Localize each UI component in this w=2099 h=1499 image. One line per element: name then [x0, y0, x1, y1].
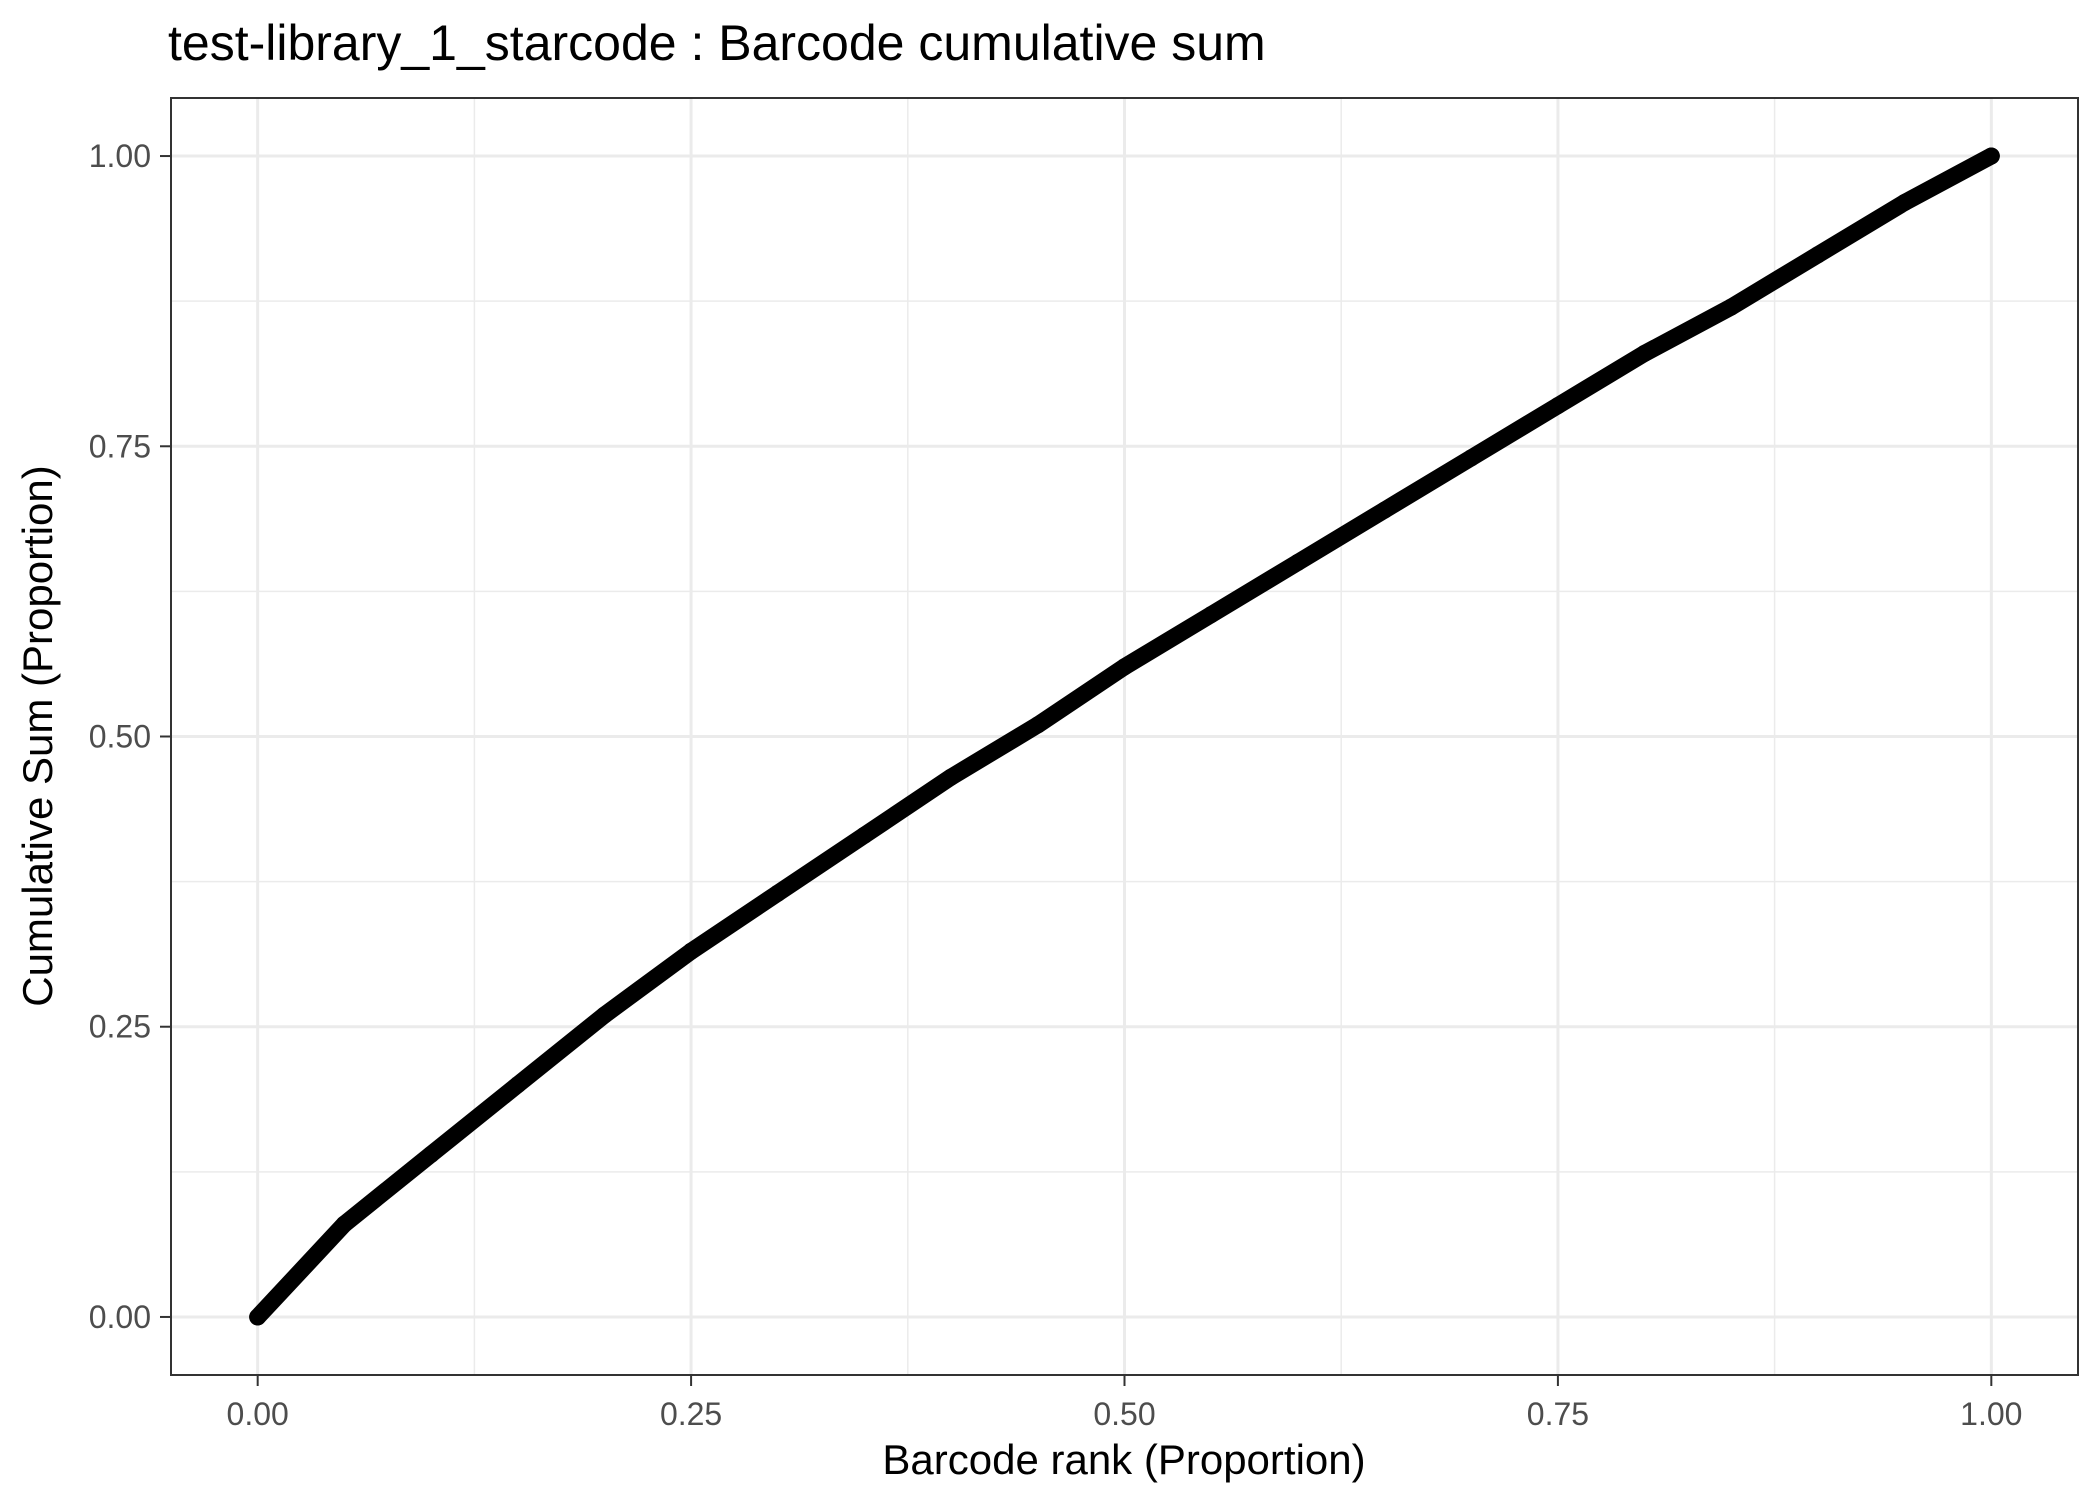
data-point: [682, 942, 700, 960]
data-point: [1289, 553, 1307, 571]
y-tick-label: 0.50: [89, 719, 151, 755]
data-point: [1549, 397, 1567, 415]
data-point: [1029, 716, 1047, 734]
data-point: [1722, 298, 1740, 316]
data-point: [1636, 344, 1654, 362]
x-tick-label: 0.75: [1527, 1396, 1589, 1432]
grid-major: [171, 98, 2078, 1375]
data-point: [249, 1308, 267, 1326]
y-tick-label: 0.75: [89, 428, 151, 464]
data-point: [855, 826, 873, 844]
data-point: [422, 1145, 440, 1163]
x-axis-label: Barcode rank (Proportion): [882, 1436, 1365, 1483]
data-point: [335, 1215, 353, 1233]
y-tick-label: 1.00: [89, 138, 151, 174]
x-tick-label: 0.50: [1093, 1396, 1155, 1432]
data-point: [1809, 246, 1827, 264]
x-tick-label: 0.25: [660, 1396, 722, 1432]
x-axis-ticks: 0.00 0.25 0.50 0.75 1.00: [227, 1375, 2022, 1432]
data-point: [1376, 501, 1394, 519]
x-tick-label: 1.00: [1960, 1396, 2022, 1432]
y-tick-label: 0.25: [89, 1009, 151, 1045]
data-point: [509, 1076, 527, 1094]
x-tick-label: 0.00: [227, 1396, 289, 1432]
y-axis-label: Cumulative Sum (Proportion): [14, 465, 61, 1007]
chart-title: test-library_1_starcode : Barcode cumula…: [168, 15, 1266, 71]
data-point: [1116, 658, 1133, 676]
data-point: [595, 1006, 613, 1024]
series-layer: [249, 147, 2000, 1326]
data-point: [1982, 147, 2000, 165]
y-axis-ticks: 0.00 0.25 0.50 0.75 1.00: [89, 138, 171, 1335]
data-point: [1202, 606, 1220, 624]
data-point: [1896, 193, 1914, 211]
y-tick-label: 0.00: [89, 1299, 151, 1335]
data-point: [1462, 449, 1480, 467]
data-point: [769, 884, 787, 902]
data-point: [942, 768, 960, 786]
